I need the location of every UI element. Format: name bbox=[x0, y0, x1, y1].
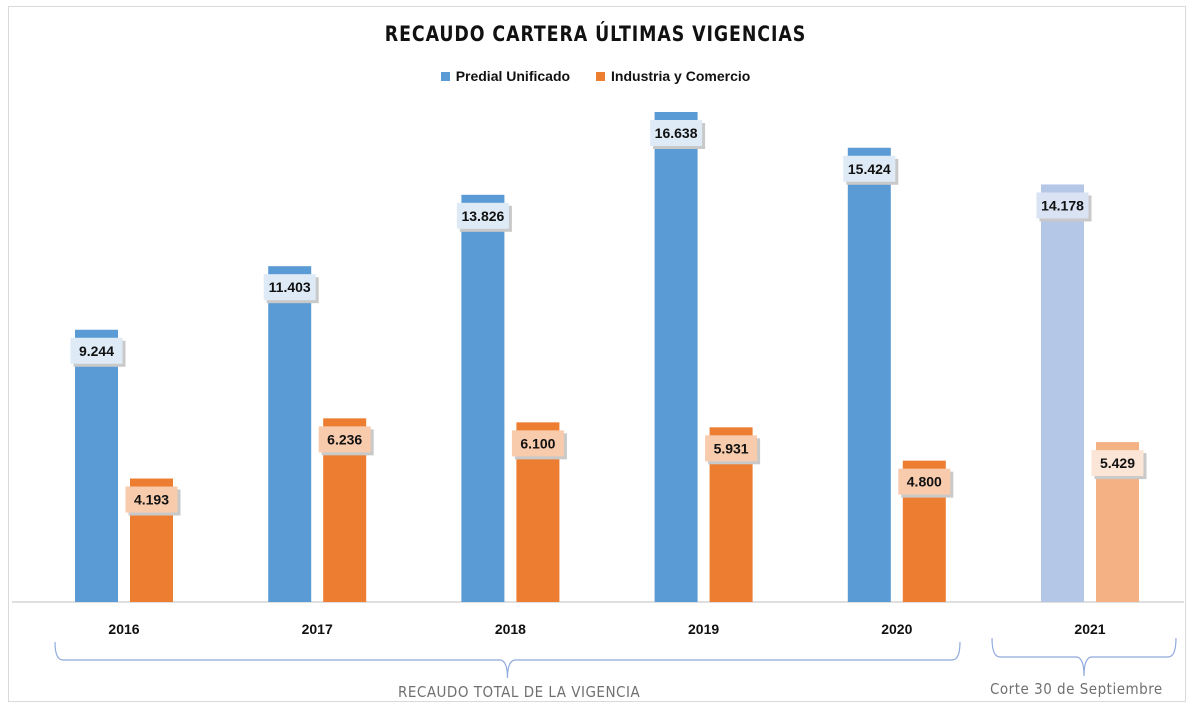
data-label-industria-2019: 5.931 bbox=[714, 440, 749, 456]
bracket-total-vigencia bbox=[54, 641, 961, 679]
data-label-box-predial-2021 bbox=[1036, 192, 1089, 219]
x-tick-label-2018: 2018 bbox=[495, 621, 526, 637]
bar-predial-2019 bbox=[654, 112, 698, 602]
data-label-box-industria-2020 bbox=[898, 468, 951, 495]
data-label-predial-2017: 11.403 bbox=[269, 279, 311, 295]
data-label-predial-2019: 16.638 bbox=[655, 125, 698, 141]
data-label-predial-2016: 9.244 bbox=[79, 343, 114, 359]
data-label-industria-2020: 4.800 bbox=[907, 474, 942, 490]
bar-predial-2016 bbox=[75, 329, 118, 602]
x-tick-label-2017: 2017 bbox=[302, 621, 333, 637]
annotation-corte: Corte 30 de Septiembre bbox=[990, 680, 1163, 698]
legend-swatch-predial bbox=[440, 71, 450, 81]
data-label-industria-2018: 6.100 bbox=[520, 435, 555, 451]
data-label-box-predial-2019 bbox=[650, 120, 703, 146]
bar-predial-2020 bbox=[847, 147, 891, 602]
x-tick-label-2021: 2021 bbox=[1074, 621, 1105, 637]
legend-label-industria: Industria y Comercio bbox=[611, 68, 751, 84]
data-label-predial-2018: 13.826 bbox=[461, 208, 504, 224]
data-label-industria-2017: 6.236 bbox=[327, 431, 362, 447]
data-label-predial-2020: 15.424 bbox=[848, 161, 891, 177]
annotation-total-vigencia: RECAUDO TOTAL DE LA VIGENCIA bbox=[398, 683, 641, 701]
data-label-industria-2021: 5.429 bbox=[1100, 455, 1135, 471]
data-label-box-industria-2021 bbox=[1091, 450, 1144, 477]
data-label-box-industria-2019 bbox=[705, 435, 758, 462]
data-label-box-industria-2017 bbox=[318, 426, 371, 453]
legend-label-predial: Predial Unificado bbox=[455, 68, 571, 84]
data-label-box-predial-2016 bbox=[70, 337, 123, 364]
x-tick-label-2019: 2019 bbox=[688, 621, 719, 637]
bar-predial-2021 bbox=[1041, 184, 1084, 602]
legend-item-industria: Industria y Comercio bbox=[596, 68, 750, 84]
chart-frame bbox=[8, 6, 1186, 702]
data-label-predial-2021: 14.178 bbox=[1041, 197, 1084, 213]
data-label-box-industria-2016 bbox=[125, 486, 178, 513]
bracket-corte bbox=[991, 637, 1177, 677]
bar-predial-2018 bbox=[461, 194, 505, 602]
legend-swatch-industria bbox=[596, 71, 606, 81]
x-tick-label-2020: 2020 bbox=[881, 621, 912, 637]
chart-title: RECAUDO CARTERA ÚLTIMAS VIGENCIAS bbox=[384, 22, 807, 46]
data-label-industria-2016: 4.193 bbox=[134, 492, 169, 508]
chart-legend: Predial Unificado Industria y Comercio bbox=[0, 68, 1191, 84]
legend-item-predial: Predial Unificado bbox=[440, 68, 571, 84]
data-label-box-predial-2018 bbox=[456, 202, 509, 229]
data-label-box-predial-2017 bbox=[263, 274, 316, 301]
x-tick-label-2016: 2016 bbox=[108, 621, 139, 637]
bar-predial-2017 bbox=[268, 266, 312, 602]
data-label-box-industria-2018 bbox=[511, 430, 564, 457]
data-label-box-predial-2020 bbox=[843, 155, 896, 182]
